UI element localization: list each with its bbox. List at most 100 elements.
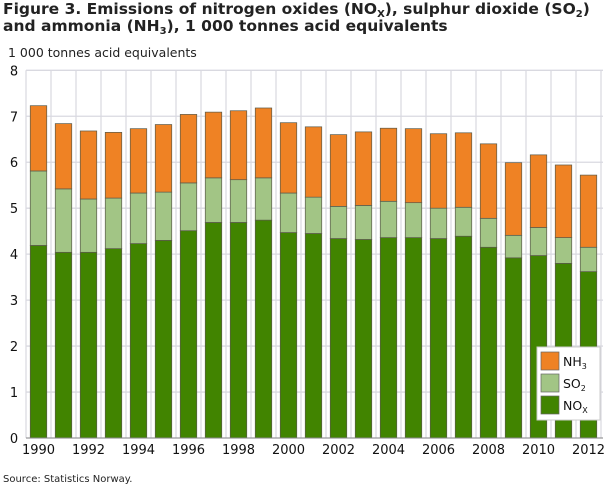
y-tick-label: 6 (10, 156, 18, 171)
y-tick-label: 7 (10, 110, 18, 125)
bar-so2-1991 (54, 188, 73, 253)
x-tick-label: 2000 (272, 443, 305, 458)
bar-nox-2008 (479, 246, 498, 439)
bar-so2-2003 (354, 205, 373, 240)
bar-nox-1999 (254, 219, 273, 439)
bar-so2-1993 (104, 197, 123, 249)
bar-nh3-1994 (129, 128, 148, 194)
bar-nox-2007 (454, 235, 473, 439)
bar-nox-1991 (54, 251, 73, 439)
bar-nh3-2006 (429, 133, 448, 209)
bar-so2-2004 (379, 200, 398, 238)
x-tick-label: 1990 (22, 443, 55, 458)
x-tick-label: 2006 (422, 443, 455, 458)
bar-nh3-2001 (304, 126, 323, 198)
bar-nh3-2004 (379, 127, 398, 202)
bar-nox-1997 (204, 222, 223, 439)
x-tick-label: 2010 (522, 443, 555, 458)
title-subscript: 3 (159, 26, 167, 37)
bar-nh3-1993 (104, 131, 123, 199)
bar-so2-1998 (229, 179, 248, 223)
bar-nh3-2008 (479, 143, 498, 219)
legend-swatch-nox (540, 395, 560, 415)
legend-label-nh3: NH3 (563, 354, 587, 371)
bar-nh3-1999 (254, 107, 273, 179)
x-tick-label: 1998 (222, 443, 255, 458)
title-text: ), sulphur dioxide (SO (384, 0, 576, 18)
bar-nox-1990 (29, 245, 48, 439)
bar-so2-1994 (129, 192, 148, 244)
bar-nox-2005 (404, 237, 423, 439)
bar-so2-1997 (204, 177, 223, 223)
bar-nh3-2011 (554, 164, 573, 238)
x-tick-label: 2008 (472, 443, 505, 458)
bar-nox-2001 (304, 233, 323, 439)
y-axis-label: 1 000 tonnes acid equivalents (8, 45, 197, 60)
bar-so2-1995 (154, 191, 173, 241)
legend-swatch-nh3 (540, 351, 560, 371)
y-tick-label: 3 (10, 294, 18, 309)
title-subscript: X (377, 9, 385, 20)
bar-so2-2012 (579, 246, 598, 272)
y-tick-label: 1 (10, 386, 18, 401)
title-text: ) and ammonia (NH (3, 0, 590, 35)
bar-nox-1993 (104, 248, 123, 439)
chart-title: Figure 3. Emissions of nitrogen oxides (… (3, 0, 608, 37)
bar-nh3-2002 (329, 134, 348, 207)
bar-nh3-2010 (529, 154, 548, 228)
bar-nox-1995 (154, 240, 173, 439)
bar-nox-1994 (129, 243, 148, 439)
bar-nh3-2003 (354, 131, 373, 206)
bar-nh3-1990 (29, 105, 48, 172)
bar-so2-2007 (454, 206, 473, 237)
x-tick-label: 2004 (372, 443, 405, 458)
bar-nh3-1998 (229, 110, 248, 181)
bar-nh3-1991 (54, 123, 73, 190)
bar-nox-2006 (429, 238, 448, 439)
bar-nh3-2009 (504, 162, 523, 236)
bar-nh3-1995 (154, 124, 173, 193)
bar-nox-2002 (329, 238, 348, 439)
y-tick-label: 4 (10, 248, 18, 263)
bar-nox-1998 (229, 222, 248, 439)
bar-so2-2001 (304, 196, 323, 234)
bar-so2-1996 (179, 182, 198, 232)
y-tick-label: 2 (10, 340, 18, 355)
bar-so2-2010 (529, 227, 548, 256)
x-tick-label: 2002 (322, 443, 355, 458)
bar-so2-2006 (429, 207, 448, 239)
y-tick-label: 8 (10, 64, 18, 79)
bar-so2-1990 (29, 170, 48, 246)
bar-nox-1992 (79, 251, 98, 439)
bar-nox-1996 (179, 230, 198, 439)
bar-nox-2003 (354, 239, 373, 439)
bar-so2-1992 (79, 198, 98, 253)
bar-nh3-2000 (279, 122, 298, 194)
x-tick-label: 1994 (122, 443, 155, 458)
title-text: Figure 3. Emissions of nitrogen oxides (… (3, 0, 378, 18)
bar-nh3-2007 (454, 132, 473, 208)
bar-so2-2008 (479, 217, 498, 248)
x-tick-label: 1992 (72, 443, 105, 458)
bar-so2-2000 (279, 192, 298, 233)
bar-nh3-2005 (404, 128, 423, 204)
y-tick-label: 5 (10, 202, 18, 217)
x-tick-label: 1996 (172, 443, 205, 458)
title-subscript: 2 (575, 9, 583, 20)
bar-nh3-1992 (79, 130, 98, 200)
bar-nh3-1996 (179, 114, 198, 184)
y-tick-label: 0 (10, 432, 18, 447)
bar-so2-1999 (254, 177, 273, 221)
bar-nox-2009 (504, 257, 523, 439)
bar-nox-2004 (379, 237, 398, 439)
legend-swatch-so2 (540, 373, 560, 393)
bar-so2-2002 (329, 205, 348, 239)
bar-nox-2000 (279, 232, 298, 439)
bar-so2-2005 (404, 202, 423, 238)
legend-label-nox: NOX (563, 398, 588, 415)
source-note: Source: Statistics Norway. (3, 474, 133, 485)
legend-label-so2: SO2 (563, 376, 586, 393)
x-tick-label: 2012 (572, 443, 605, 458)
bar-nh3-1997 (204, 111, 223, 179)
